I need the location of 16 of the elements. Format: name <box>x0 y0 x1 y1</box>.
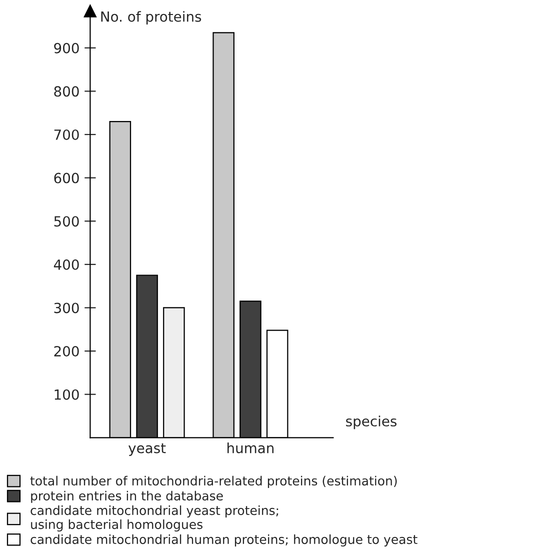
legend-label: protein entries in the database <box>31 490 223 503</box>
y-tick-label: 100 <box>54 389 79 400</box>
y-tick-label: 300 <box>54 302 79 314</box>
x-tick-label: human <box>227 442 274 454</box>
y-tick-label: 900 <box>54 42 79 54</box>
y-tick-label: 700 <box>54 129 79 140</box>
legend-label: candidate mitochondrial human proteins; homologue to yeast <box>30 534 418 546</box>
x-axis-title: species <box>346 416 397 430</box>
y-tick-label: 800 <box>54 86 79 97</box>
legend-label: total number of mitochondria-related proteins (estimation) <box>30 476 397 488</box>
y-axis-title: No. of proteins <box>101 11 202 25</box>
x-tick-label: yeast <box>128 443 166 456</box>
y-tick-label: 600 <box>54 172 79 184</box>
y-tick-label: 500 <box>54 216 79 227</box>
y-tick-label: 400 <box>54 259 79 270</box>
y-tick-label: 200 <box>54 346 79 357</box>
